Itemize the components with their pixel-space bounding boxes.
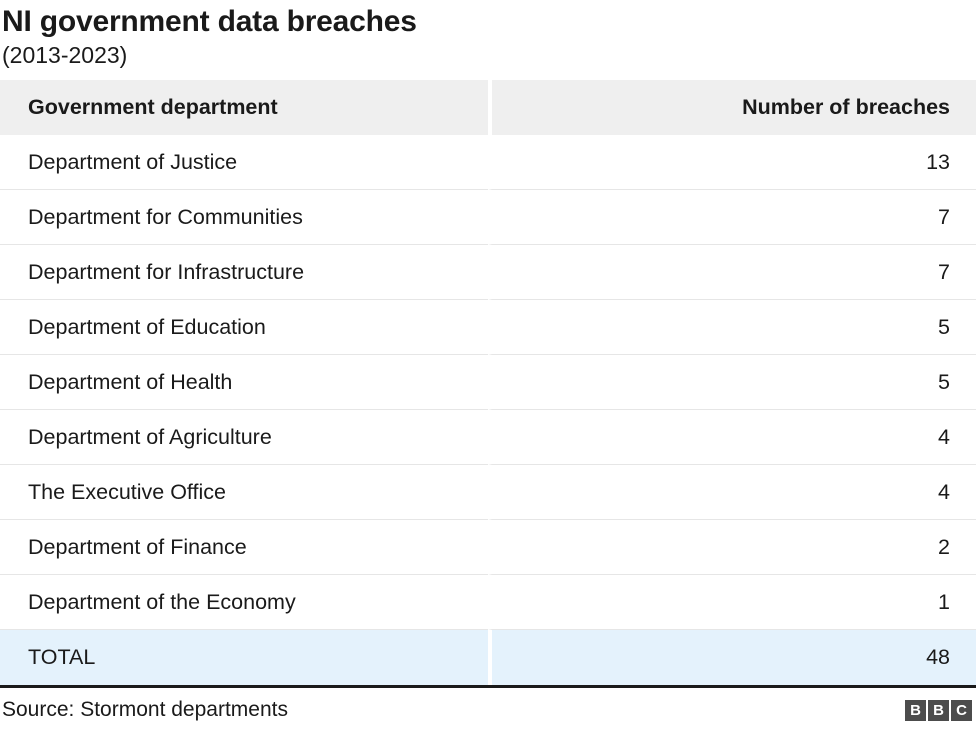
- table-row: Department for Infrastructure 7: [0, 245, 976, 300]
- table-row: Department of Finance 2: [0, 520, 976, 575]
- breaches-count-cell: 4: [488, 465, 976, 520]
- breaches-count-cell: 5: [488, 355, 976, 410]
- breaches-count-cell: 4: [488, 410, 976, 465]
- department-cell: Department for Communities: [0, 190, 488, 245]
- department-cell: Department of Health: [0, 355, 488, 410]
- table-header-row: Government department Number of breaches: [0, 80, 976, 135]
- chart-title: NI government data breaches: [2, 5, 417, 38]
- total-value-cell: 48: [488, 630, 976, 685]
- breaches-table: Government department Number of breaches…: [0, 80, 976, 685]
- breaches-count-cell: 2: [488, 520, 976, 575]
- table-total-row: TOTAL 48: [0, 630, 976, 685]
- breaches-count-cell: 7: [488, 190, 976, 245]
- department-cell: Department of Finance: [0, 520, 488, 575]
- table-row: The Executive Office 4: [0, 465, 976, 520]
- department-cell: Department for Infrastructure: [0, 245, 488, 300]
- breaches-count-cell: 5: [488, 300, 976, 355]
- footer: Source: Stormont departments B B C: [0, 685, 976, 723]
- column-header-department: Government department: [0, 80, 488, 135]
- bbc-logo: B B C: [905, 699, 972, 721]
- department-cell: Department of Agriculture: [0, 410, 488, 465]
- table-row: Department of Justice 13: [0, 135, 976, 190]
- department-cell: Department of Justice: [0, 135, 488, 190]
- department-cell: The Executive Office: [0, 465, 488, 520]
- table-row: Department of Education 5: [0, 300, 976, 355]
- source-text: Source: Stormont departments: [2, 698, 288, 721]
- bbc-logo-letter-b1: B: [905, 699, 926, 721]
- column-header-breaches: Number of breaches: [488, 80, 976, 135]
- bbc-logo-letter-b2: B: [928, 699, 949, 721]
- department-cell: Department of Education: [0, 300, 488, 355]
- breaches-count-cell: 1: [488, 575, 976, 630]
- bbc-logo-letter-c: C: [951, 699, 972, 721]
- table-row: Department of Health 5: [0, 355, 976, 410]
- breaches-count-cell: 7: [488, 245, 976, 300]
- department-cell: Department of the Economy: [0, 575, 488, 630]
- breaches-count-cell: 13: [488, 135, 976, 190]
- total-label-cell: TOTAL: [0, 630, 488, 685]
- table-row: Department for Communities 7: [0, 190, 976, 245]
- chart-subtitle: (2013-2023): [2, 42, 128, 68]
- table-row: Department of Agriculture 4: [0, 410, 976, 465]
- table-row: Department of the Economy 1: [0, 575, 976, 630]
